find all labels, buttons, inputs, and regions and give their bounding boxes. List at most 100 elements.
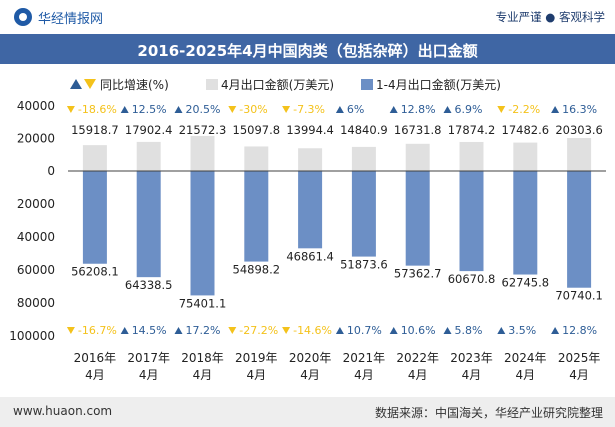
- chart-title: 2016-2025年4月中国肉类（包括杂碎）出口金额: [137, 42, 478, 60]
- y-tick-label: 40000: [17, 99, 55, 113]
- value-label-cumulative: 51873.6: [340, 258, 388, 272]
- x-tick-label: 4月: [462, 368, 482, 382]
- legend-swatch-cumulative: [361, 79, 373, 90]
- x-tick-label: 2017年: [127, 351, 170, 365]
- bar-cumulative: [459, 171, 484, 272]
- bar-month: [405, 143, 430, 171]
- x-tick-label: 2025年: [558, 351, 601, 365]
- bar-cumulative: [513, 171, 538, 275]
- growth-label-month: 20.5%: [186, 103, 221, 116]
- y-tick-label: 60000: [17, 263, 55, 277]
- growth-label-cumulative: -27.2%: [239, 324, 278, 337]
- value-label-cumulative: 62745.8: [502, 276, 550, 290]
- logo-icon: [14, 8, 32, 26]
- legend-swatch-month: [206, 79, 218, 90]
- y-axis: 40000 20000 0 20000 40000 60000 80000 100000: [9, 99, 55, 343]
- down-triangle-icon: [497, 106, 506, 113]
- down-triangle-icon: [228, 106, 237, 113]
- value-label-cumulative: 54898.2: [233, 263, 281, 277]
- growth-label-month: -30%: [239, 103, 267, 116]
- value-label-cumulative: 56208.1: [71, 265, 119, 279]
- bars: [68, 135, 606, 296]
- value-label-cumulative: 64338.5: [125, 278, 173, 292]
- growth-marker-cumulative: 10.7%: [335, 324, 382, 337]
- up-triangle-icon: [174, 106, 183, 113]
- y-tick-label: 0: [47, 164, 55, 178]
- value-label-month: 21572.3: [179, 123, 227, 137]
- growth-marker-cumulative: -27.2%: [228, 324, 278, 337]
- x-tick-label: 2024年: [504, 351, 547, 365]
- value-label-month: 15097.8: [233, 123, 281, 137]
- growth-marker-month: 16.3%: [551, 103, 597, 116]
- legend-up-triangle-icon: [70, 79, 82, 89]
- bar-cumulative: [405, 171, 430, 266]
- value-label-month: 14840.9: [340, 123, 388, 137]
- growth-marker-month: -30%: [228, 103, 268, 116]
- down-triangle-icon: [282, 327, 291, 334]
- bar-cumulative: [351, 171, 376, 257]
- growth-marker-month: 20.5%: [174, 103, 221, 116]
- growth-marker-cumulative: 17.2%: [174, 324, 220, 337]
- value-label-cumulative: 46861.4: [286, 249, 334, 263]
- value-label-month: 17482.6: [502, 123, 550, 137]
- brand-name: 华经情报网: [38, 12, 104, 27]
- growth-marker-cumulative: 12.8%: [551, 324, 597, 337]
- footer: www.huaon.com 数据来源：中国海关，华经产业研究院整理: [0, 397, 615, 427]
- bar-month: [244, 146, 269, 171]
- bar-month: [298, 148, 323, 171]
- value-label-cumulative: 57362.7: [394, 267, 442, 281]
- bar-cumulative: [190, 171, 215, 296]
- up-triangle-icon: [174, 327, 183, 334]
- up-triangle-icon: [335, 106, 344, 113]
- growth-label-month: -2.2%: [508, 103, 540, 116]
- up-triangle-icon: [551, 327, 560, 334]
- growth-label-cumulative: 10.7%: [347, 324, 382, 337]
- growth-label-cumulative: -14.6%: [293, 324, 332, 337]
- growth-label-cumulative: 5.8%: [455, 324, 483, 337]
- value-label-cumulative: 70740.1: [555, 289, 603, 303]
- growth-label-cumulative: 14.5%: [132, 324, 167, 337]
- x-tick-label: 4月: [515, 368, 535, 382]
- growth-label-month: 16.3%: [562, 103, 597, 116]
- data-source: 数据来源：中国海关，华经产业研究院整理: [374, 406, 603, 420]
- down-triangle-icon: [66, 327, 75, 334]
- growth-marker-month: -2.2%: [497, 103, 540, 116]
- y-tick-label: 20000: [17, 132, 55, 146]
- growth-marker-month: 6.9%: [443, 103, 483, 116]
- x-axis: 2016年 4月 2017年 4月 2018年 4月 2019年 4月 2020年 4月 2021年…: [74, 351, 601, 382]
- growth-marker-cumulative: -16.7%: [66, 324, 117, 337]
- website-link[interactable]: www.huaon.com: [13, 404, 113, 418]
- bar-month: [513, 142, 538, 171]
- growth-marker-month: 12.8%: [389, 103, 436, 116]
- title-bar: 2016-2025年4月中国肉类（包括杂碎）出口金额: [0, 34, 615, 64]
- x-tick-label: 2016年: [74, 351, 117, 365]
- growth-marker-cumulative: 14.5%: [120, 324, 167, 337]
- top-bar: 华经情报网 专业严谨 ● 客观科学: [0, 0, 615, 34]
- slogan: 专业严谨 ● 客观科学: [495, 10, 605, 24]
- x-tick-label: 4月: [354, 368, 374, 382]
- up-triangle-icon: [120, 327, 129, 334]
- value-label-month: 13994.4: [286, 123, 334, 137]
- bar-cumulative: [136, 171, 161, 278]
- growth-label-month: 6.9%: [455, 103, 483, 116]
- value-label-month: 17902.4: [125, 123, 173, 137]
- value-label-month: 15918.7: [71, 123, 119, 137]
- up-triangle-icon: [120, 106, 129, 113]
- growth-label-month: -7.3%: [293, 103, 325, 116]
- bar-month: [190, 135, 215, 171]
- value-label-month: 17874.2: [448, 123, 496, 137]
- value-label-month: 20303.6: [555, 123, 603, 137]
- x-tick-label: 4月: [300, 368, 320, 382]
- x-tick-label: 4月: [85, 368, 105, 382]
- bar-cumulative: [82, 171, 107, 264]
- legend-down-triangle-icon: [84, 79, 96, 89]
- bar-month: [136, 141, 161, 171]
- value-label-month: 16731.8: [394, 123, 442, 137]
- bar-month: [82, 145, 107, 171]
- y-tick-label: 40000: [17, 230, 55, 244]
- bar-month: [459, 141, 484, 171]
- growth-label-cumulative: 10.6%: [401, 324, 436, 337]
- growth-label-cumulative: 12.8%: [562, 324, 597, 337]
- growth-marker-cumulative: 5.8%: [443, 324, 483, 337]
- up-triangle-icon: [443, 327, 452, 334]
